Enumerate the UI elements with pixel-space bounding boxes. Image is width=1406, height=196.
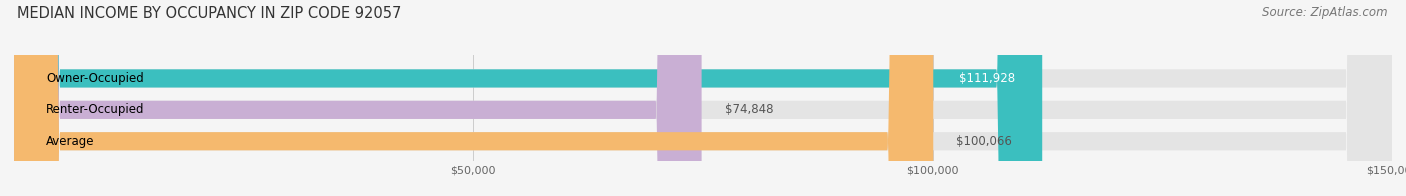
Text: Average: Average [46,135,94,148]
Text: MEDIAN INCOME BY OCCUPANCY IN ZIP CODE 92057: MEDIAN INCOME BY OCCUPANCY IN ZIP CODE 9… [17,6,401,21]
FancyBboxPatch shape [14,0,1392,196]
Text: $100,066: $100,066 [956,135,1012,148]
Text: Source: ZipAtlas.com: Source: ZipAtlas.com [1263,6,1388,19]
FancyBboxPatch shape [14,0,1392,196]
FancyBboxPatch shape [14,0,702,196]
Text: Owner-Occupied: Owner-Occupied [46,72,143,85]
FancyBboxPatch shape [14,0,1392,196]
FancyBboxPatch shape [14,0,1042,196]
Text: Renter-Occupied: Renter-Occupied [46,103,145,116]
Text: $111,928: $111,928 [959,72,1015,85]
Text: $74,848: $74,848 [724,103,773,116]
FancyBboxPatch shape [14,0,934,196]
